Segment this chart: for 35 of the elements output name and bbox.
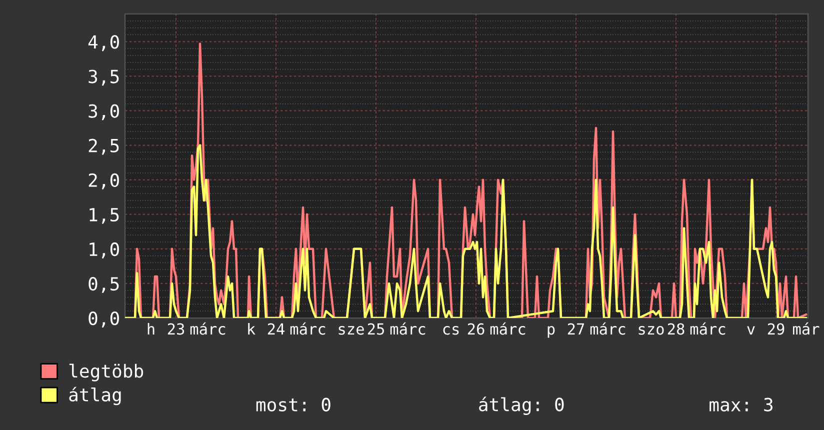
y-tick-label: 2,0 [88,173,119,190]
x-tick-label: márc [490,322,526,335]
legend-label: legtöbb [69,364,144,382]
y-tick-label: 0,5 [88,276,119,293]
x-tick-label: márc [690,322,726,335]
x-tick-label: 29 [768,323,784,335]
x-tick-label: cs [443,326,459,335]
x-tick-label: már [793,322,820,335]
x-tick-label: márc [390,322,426,335]
x-tick-label: márc [190,322,226,335]
x-tick-label: 27 [568,323,584,335]
x-tick-label: h [148,322,154,335]
y-tick-label: 4,0 [88,35,119,52]
x-tick-label: márc [590,322,626,335]
y-tick-label: 2,5 [88,138,119,155]
legend-label: átlag [69,386,121,406]
text: átlag: 0 [479,396,564,415]
x-tick-label: szo [638,326,664,335]
text: most: 0 [256,398,330,412]
x-tick-label: 28 [668,323,684,335]
x-tick-label: 26 [468,323,484,335]
x-tick-label: 24 [268,323,284,335]
y-tick-label: 0,0 [88,312,119,328]
y-tick-label: 1,0 [90,242,119,258]
x-tick-label: k [248,322,256,335]
y-tick-label: 3,0 [88,104,119,120]
x-tick-label: p [548,326,555,338]
x-tick-label: sze [338,326,364,335]
y-tick-label: 3,5 [88,70,119,86]
x-tick-label: 25 [368,323,384,335]
text: max: 3 [710,398,773,412]
x-tick-label: márc [290,322,326,335]
y-tick-label: 1,5 [90,208,119,224]
x-tick-label: 23 [168,323,184,335]
x-tick-label: v [747,326,755,335]
